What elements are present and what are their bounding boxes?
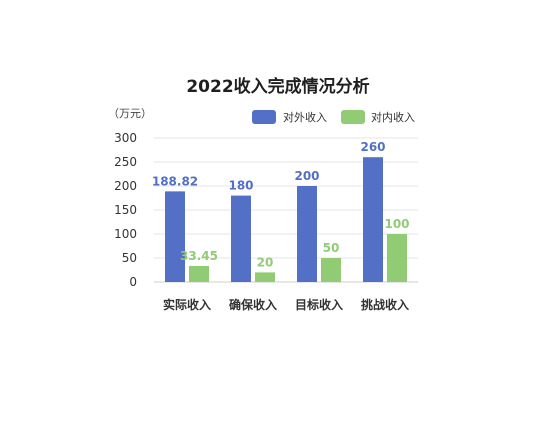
bar[interactable]: [363, 157, 383, 282]
legend-swatch-series-1: [252, 110, 276, 124]
y-tick-label: 250: [114, 155, 137, 169]
bar[interactable]: [255, 272, 275, 282]
bar-value-label: 188.82: [152, 174, 198, 188]
bar-value-label: 100: [384, 217, 409, 231]
y-tick-label: 50: [122, 251, 137, 265]
y-axis-unit-label: （万元）: [108, 107, 152, 120]
y-tick-label: 100: [114, 227, 137, 241]
chart-title: 2022收入完成情况分析: [186, 76, 369, 97]
y-tick-label: 200: [114, 179, 137, 193]
legend-swatch-series-2: [341, 110, 365, 124]
bar-value-label: 20: [257, 255, 274, 269]
bar-value-label: 260: [360, 140, 385, 154]
bar[interactable]: [189, 265, 209, 282]
bar[interactable]: [231, 195, 251, 282]
bar[interactable]: [321, 258, 341, 282]
x-tick-label: 挑战收入: [361, 297, 409, 312]
bars: [165, 157, 407, 282]
bar[interactable]: [297, 186, 317, 282]
x-tick-label: 确保收入: [229, 297, 277, 312]
y-axis-ticks: 0 50 100 150 200 250 300: [114, 131, 137, 289]
y-tick-label: 150: [114, 203, 137, 217]
y-tick-label: 300: [114, 131, 137, 145]
x-tick-label: 目标收入: [295, 297, 343, 312]
legend-item-series-2[interactable]: 对内收入: [341, 110, 415, 124]
legend-label-series-1: 对外收入: [283, 110, 327, 124]
bar-value-label: 50: [323, 241, 340, 255]
bar-value-label: 180: [228, 179, 253, 193]
data-labels: 188.82 33.45 180 20 200 50 260 100: [152, 140, 410, 269]
x-tick-label: 实际收入: [163, 297, 211, 312]
y-tick-label: 0: [129, 275, 137, 289]
x-axis-ticks: 实际收入 确保收入 目标收入 挑战收入: [163, 297, 409, 312]
bar-value-label: 33.45: [180, 249, 218, 263]
grid-lines: [154, 137, 418, 283]
bar[interactable]: [165, 191, 185, 282]
legend: 对外收入 对内收入: [252, 110, 415, 124]
bar-value-label: 200: [294, 169, 319, 183]
bar[interactable]: [387, 234, 407, 282]
legend-label-series-2: 对内收入: [371, 110, 415, 124]
legend-item-series-1[interactable]: 对外收入: [252, 110, 327, 124]
